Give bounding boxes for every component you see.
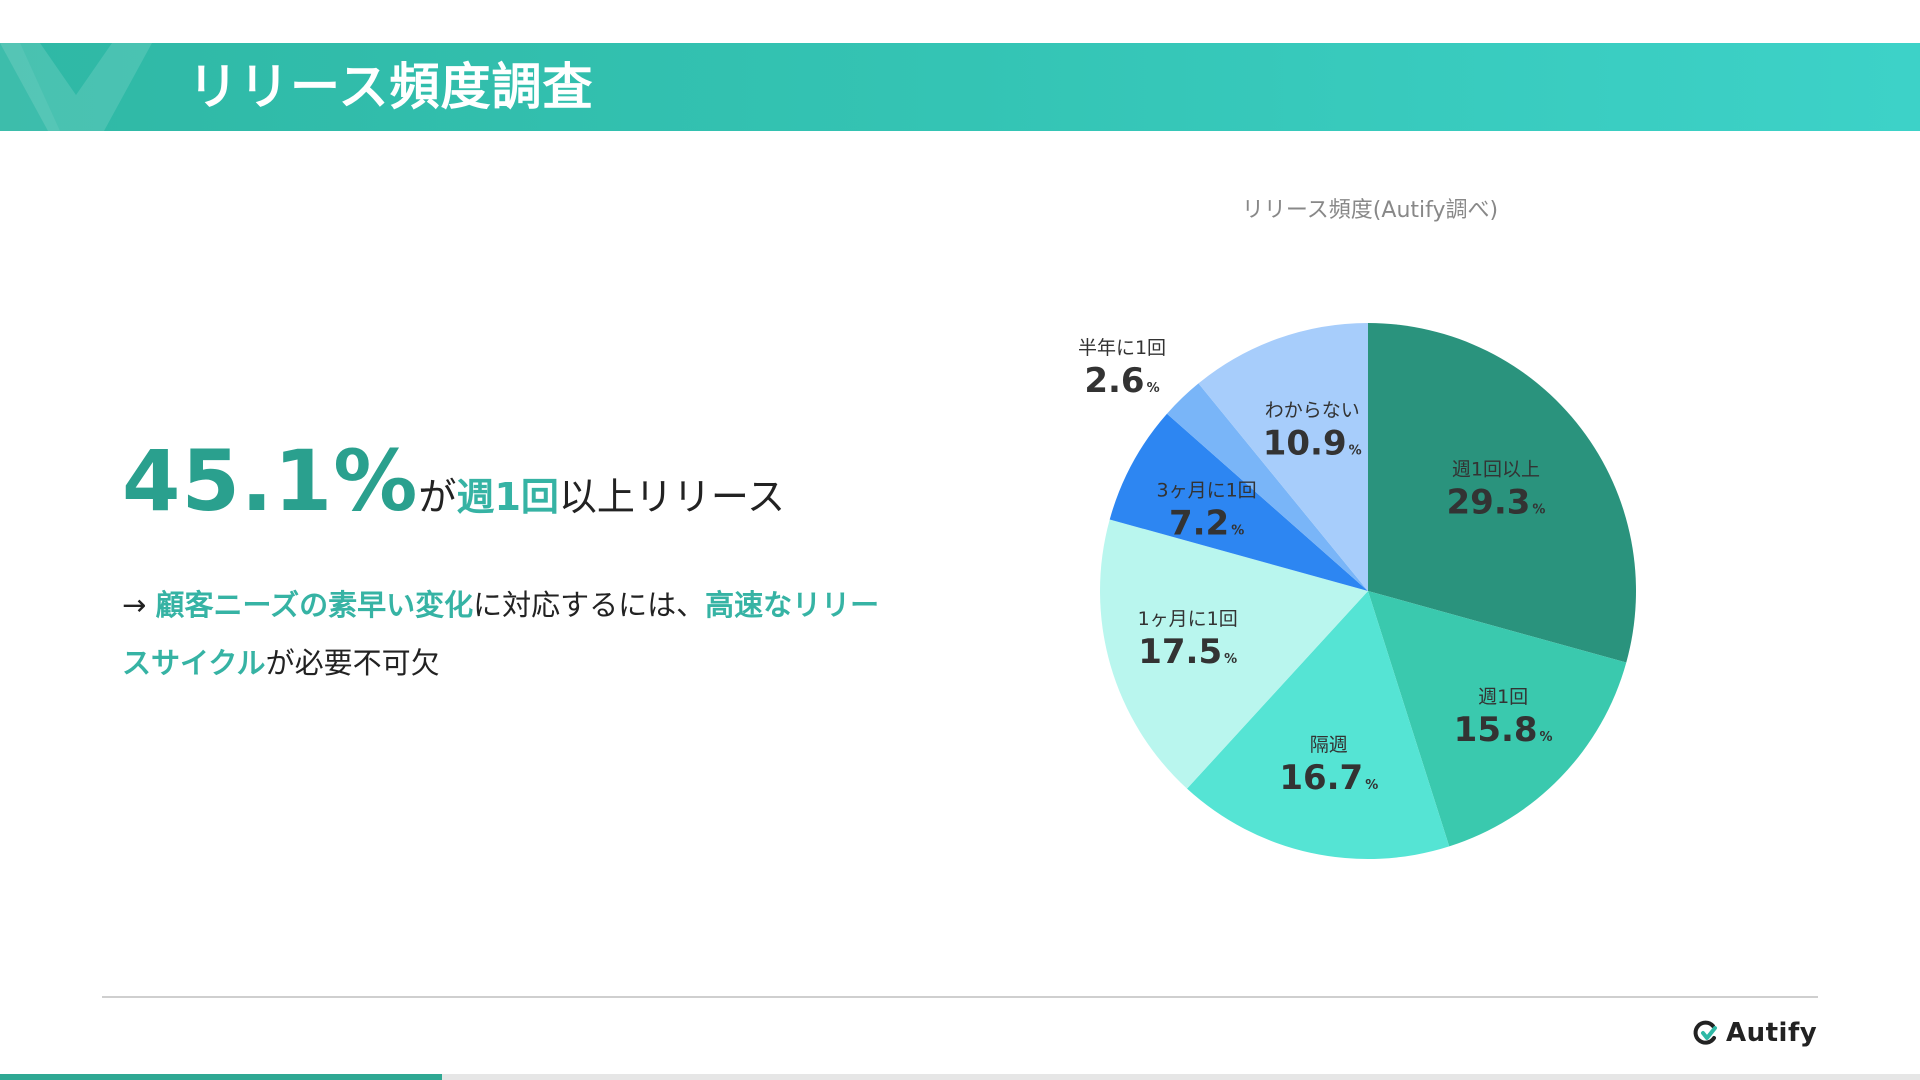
- headline-part1: が: [418, 475, 457, 519]
- subtext-end: が必要不可欠: [265, 646, 440, 680]
- headline-part2: 以上リリース: [558, 475, 785, 519]
- slice-label-4: 3ヶ月に1回: [1157, 479, 1257, 501]
- pie-slice-3: [1100, 519, 1368, 789]
- subtext-arrow: →: [122, 588, 156, 622]
- slice-label-5: 半年に1回: [1078, 337, 1166, 359]
- slide-title: リリース頻度調査: [188, 58, 594, 116]
- slide-progress-fill: [0, 1074, 442, 1080]
- headline-percent: 45.1%: [122, 432, 419, 530]
- slice-value-3: 17.5%: [1138, 632, 1237, 672]
- slide-progress-track: [0, 1074, 1920, 1080]
- slice-value-4: 7.2%: [1169, 503, 1244, 543]
- slice-label-1: 週1回: [1478, 686, 1528, 708]
- slice-label-0: 週1回以上: [1452, 459, 1540, 481]
- slice-value-6: 10.9%: [1263, 423, 1362, 463]
- pie-slice-6: [1198, 323, 1368, 591]
- pie-slice-5: [1166, 383, 1368, 591]
- slice-value-5: 2.6%: [1084, 361, 1159, 401]
- headline: 45.1% が 週1回 以上リリース: [122, 432, 785, 530]
- autify-logo: Autify: [1692, 1018, 1817, 1048]
- pie-slice-2: [1187, 591, 1450, 859]
- pie-slices: [1100, 323, 1636, 859]
- autify-logo-icon: [1693, 1020, 1717, 1045]
- subtext-middle: に対応するには、: [473, 588, 706, 622]
- headline-accent: 週1回: [456, 475, 559, 519]
- header-chevron-decoration: [0, 43, 152, 131]
- pie-slice-1: [1368, 591, 1627, 847]
- footer-divider: [102, 996, 1818, 998]
- subtext-accent-2: 高速なリリースサイクル: [122, 588, 880, 680]
- slice-label-3: 1ヶ月に1回: [1138, 608, 1238, 630]
- logo-text: Autify: [1726, 1018, 1818, 1048]
- subtext-accent-1: 顧客ニーズの素早い変化: [155, 588, 474, 622]
- slice-value-2: 16.7%: [1279, 758, 1378, 798]
- slice-value-0: 29.3%: [1447, 483, 1546, 523]
- subtext: → 顧客ニーズの素早い変化に対応するには、高速なリリースサイクルが必要不可欠: [122, 576, 882, 692]
- slice-label-2: 隔週: [1310, 734, 1348, 756]
- pie-slice-4: [1109, 413, 1368, 591]
- pie-slice-0: [1368, 323, 1636, 663]
- header-bar: リリース頻度調査: [0, 43, 1920, 131]
- slice-label-6: わからない: [1265, 399, 1360, 421]
- slice-value-1: 15.8%: [1454, 710, 1553, 750]
- chart-title: リリース頻度(Autify調べ): [1241, 198, 1499, 223]
